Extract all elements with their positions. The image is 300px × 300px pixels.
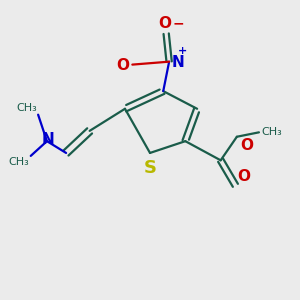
Text: CH₃: CH₃ <box>8 158 29 167</box>
Text: O: O <box>158 16 171 31</box>
Text: S: S <box>143 159 157 177</box>
Text: +: + <box>178 46 187 56</box>
Text: CH₃: CH₃ <box>261 127 282 137</box>
Text: N: N <box>42 132 55 147</box>
Text: N: N <box>172 55 185 70</box>
Text: O: O <box>240 138 253 153</box>
Text: O: O <box>116 58 129 73</box>
Text: O: O <box>237 169 250 184</box>
Text: CH₃: CH₃ <box>16 103 37 113</box>
Text: −: − <box>172 16 184 30</box>
